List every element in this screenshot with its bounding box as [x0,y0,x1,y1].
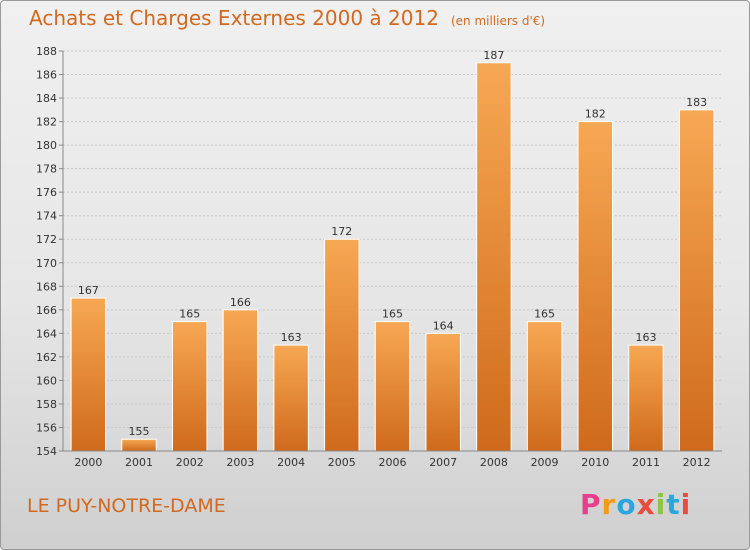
y-tick-label: 158 [36,398,57,411]
y-tick-label: 184 [36,92,57,105]
logo-letter: t [666,488,681,521]
x-tick-label: 2006 [379,456,407,469]
data-label: 165 [534,308,555,321]
logo-letter: i [655,488,667,521]
commune-name: LE PUY-NOTRE-DAME [27,495,226,517]
chart-title: Achats et Charges Externes 2000 à 2012 (e… [29,6,545,30]
logo-letter: o [616,488,637,521]
x-tick-label: 2002 [176,456,204,469]
bar-2011[interactable] [628,344,664,452]
bar-2008[interactable] [476,62,512,452]
x-tick-label: 2011 [632,456,660,469]
units-label: (en milliers d'€) [450,14,546,28]
bar-2001[interactable] [121,438,157,452]
bar-2000[interactable] [70,297,107,452]
y-tick-label: 180 [36,139,57,152]
bar-2007[interactable] [425,332,461,452]
x-tick-label: 2012 [683,456,711,469]
title-text: Achats et Charges Externes 2000 à 2012 [29,6,439,30]
y-tick-label: 182 [36,116,57,129]
bar-2002[interactable] [171,321,208,452]
y-tick-label: 178 [36,163,57,176]
data-label: 167 [78,284,99,297]
data-label: 164 [433,319,454,332]
bar-2004[interactable] [273,344,309,452]
logo-letter: x [636,488,656,521]
bar-2003[interactable] [222,309,259,452]
logo-letter: i [680,488,692,521]
y-tick-label: 160 [36,374,57,387]
y-tick-label: 156 [36,421,57,434]
x-tick-label: 2008 [480,456,508,469]
y-tick-label: 188 [36,45,57,58]
x-tick-label: 2007 [429,456,457,469]
x-tick-label: 2003 [226,456,254,469]
y-tick-label: 166 [36,304,57,317]
y-tick-label: 172 [36,233,57,246]
data-label: 163 [635,331,656,344]
bar-2010[interactable] [577,121,614,452]
data-label: 165 [382,308,403,321]
data-label: 187 [483,49,504,62]
data-label: 166 [230,296,251,309]
y-tick-label: 168 [36,280,57,293]
y-tick-label: 162 [36,351,57,364]
y-tick-label: 170 [36,257,57,270]
data-label: 183 [686,96,707,109]
logo-letter: r [601,488,617,521]
x-tick-label: 2001 [125,456,153,469]
x-tick-label: 2009 [531,456,559,469]
y-tick-label: 186 [36,69,57,82]
bar-2012[interactable] [678,109,715,452]
bar-2006[interactable] [374,321,411,452]
x-tick-label: 2004 [277,456,305,469]
data-label: 172 [331,225,352,238]
x-tick-label: 2010 [581,456,609,469]
proxiti-logo[interactable]: Proxiti [580,488,691,521]
data-label: 182 [585,108,606,121]
x-tick-label: 2005 [328,456,356,469]
logo-letter: P [580,488,602,521]
y-tick-label: 176 [36,186,57,199]
y-tick-label: 154 [36,445,57,458]
x-tick-label: 2000 [74,456,102,469]
bar-2005[interactable] [324,238,360,452]
data-label: 155 [129,425,150,438]
y-tick-label: 174 [36,210,57,223]
data-label: 163 [281,331,302,344]
y-tick-label: 164 [36,327,57,340]
bar-2009[interactable] [526,321,563,452]
data-label: 165 [179,308,200,321]
